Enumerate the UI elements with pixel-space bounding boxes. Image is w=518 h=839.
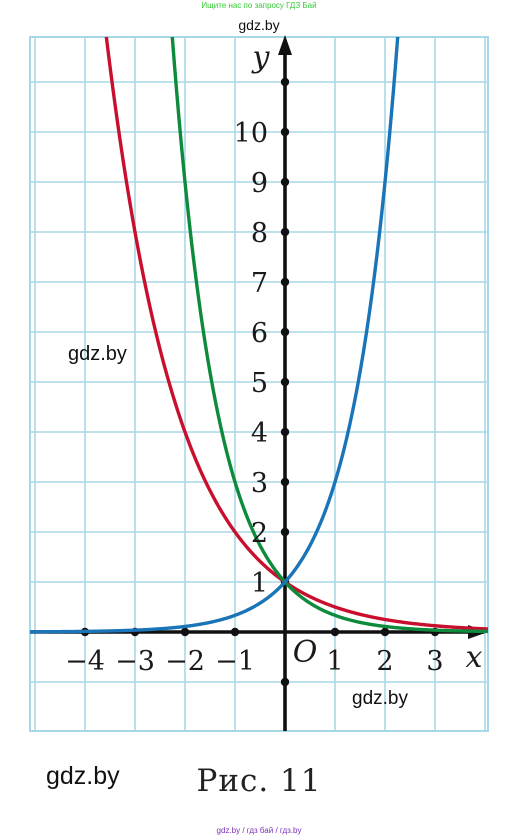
top-banner: Ищите нас по запросу ГДЗ Бай [201,1,317,10]
y-axis-arrow [278,35,292,55]
y-tick-dot [280,277,290,287]
y-tick-label: 3 [251,468,268,499]
y-tick-dot [280,377,290,387]
x-tick-label: 1 [326,646,343,677]
x-tick-label: 2 [376,646,393,677]
curve-1 [104,37,488,631]
curve-2 [170,37,488,634]
y-tick-dot [280,527,290,537]
watermark-left: gdz.by [68,343,127,365]
y-tick-label: 8 [251,218,268,249]
curve-3 [30,37,400,634]
x-tick-label: 3 [426,646,443,677]
x-axis-label: x [466,640,483,675]
y-axis-label: y [251,40,271,75]
x-tick-dot [230,627,240,637]
tick-labels: −4 −3 −2 −1 1 2 3 1 2 3 4 5 6 7 8 9 10 x y O [65,40,482,677]
x-tick-dot [180,627,190,637]
origin-label: O [293,635,318,670]
y-tick-dot [280,327,290,337]
figure-caption: Рис. 11 [196,763,322,799]
y-tick-dot [280,227,290,237]
watermark-top: gdz.by [238,17,280,33]
x-tick-dot [380,627,390,637]
y-tick-dot [280,177,290,187]
y-tick-label: 1 [251,568,268,599]
y-tick-label: 2 [251,518,268,549]
y-tick-label: 9 [251,168,268,199]
y-tick-dot [280,677,290,687]
y-tick-label: 4 [251,418,268,449]
x-tick-dot [330,627,340,637]
curves [30,37,488,634]
footer-links: gdz.by / гдз бай / гдз.by [216,826,302,835]
x-tick-label: −3 [115,646,155,677]
watermark-right: gdz.by [352,688,408,709]
y-tick-dot [280,427,290,437]
y-tick-dot [280,477,290,487]
y-tick-dot [280,127,290,137]
watermark-bottom: gdz.by [46,762,120,790]
x-tick-label: −1 [215,646,255,677]
y-tick-dot [280,77,290,87]
y-tick-label: 7 [251,268,268,299]
y-tick-label: 6 [251,318,268,349]
grid-frame [29,36,489,732]
y-tick-label: 10 [234,118,268,149]
x-tick-label: −2 [165,646,205,677]
x-tick-label: −4 [65,646,105,677]
y-tick-label: 5 [251,368,268,399]
